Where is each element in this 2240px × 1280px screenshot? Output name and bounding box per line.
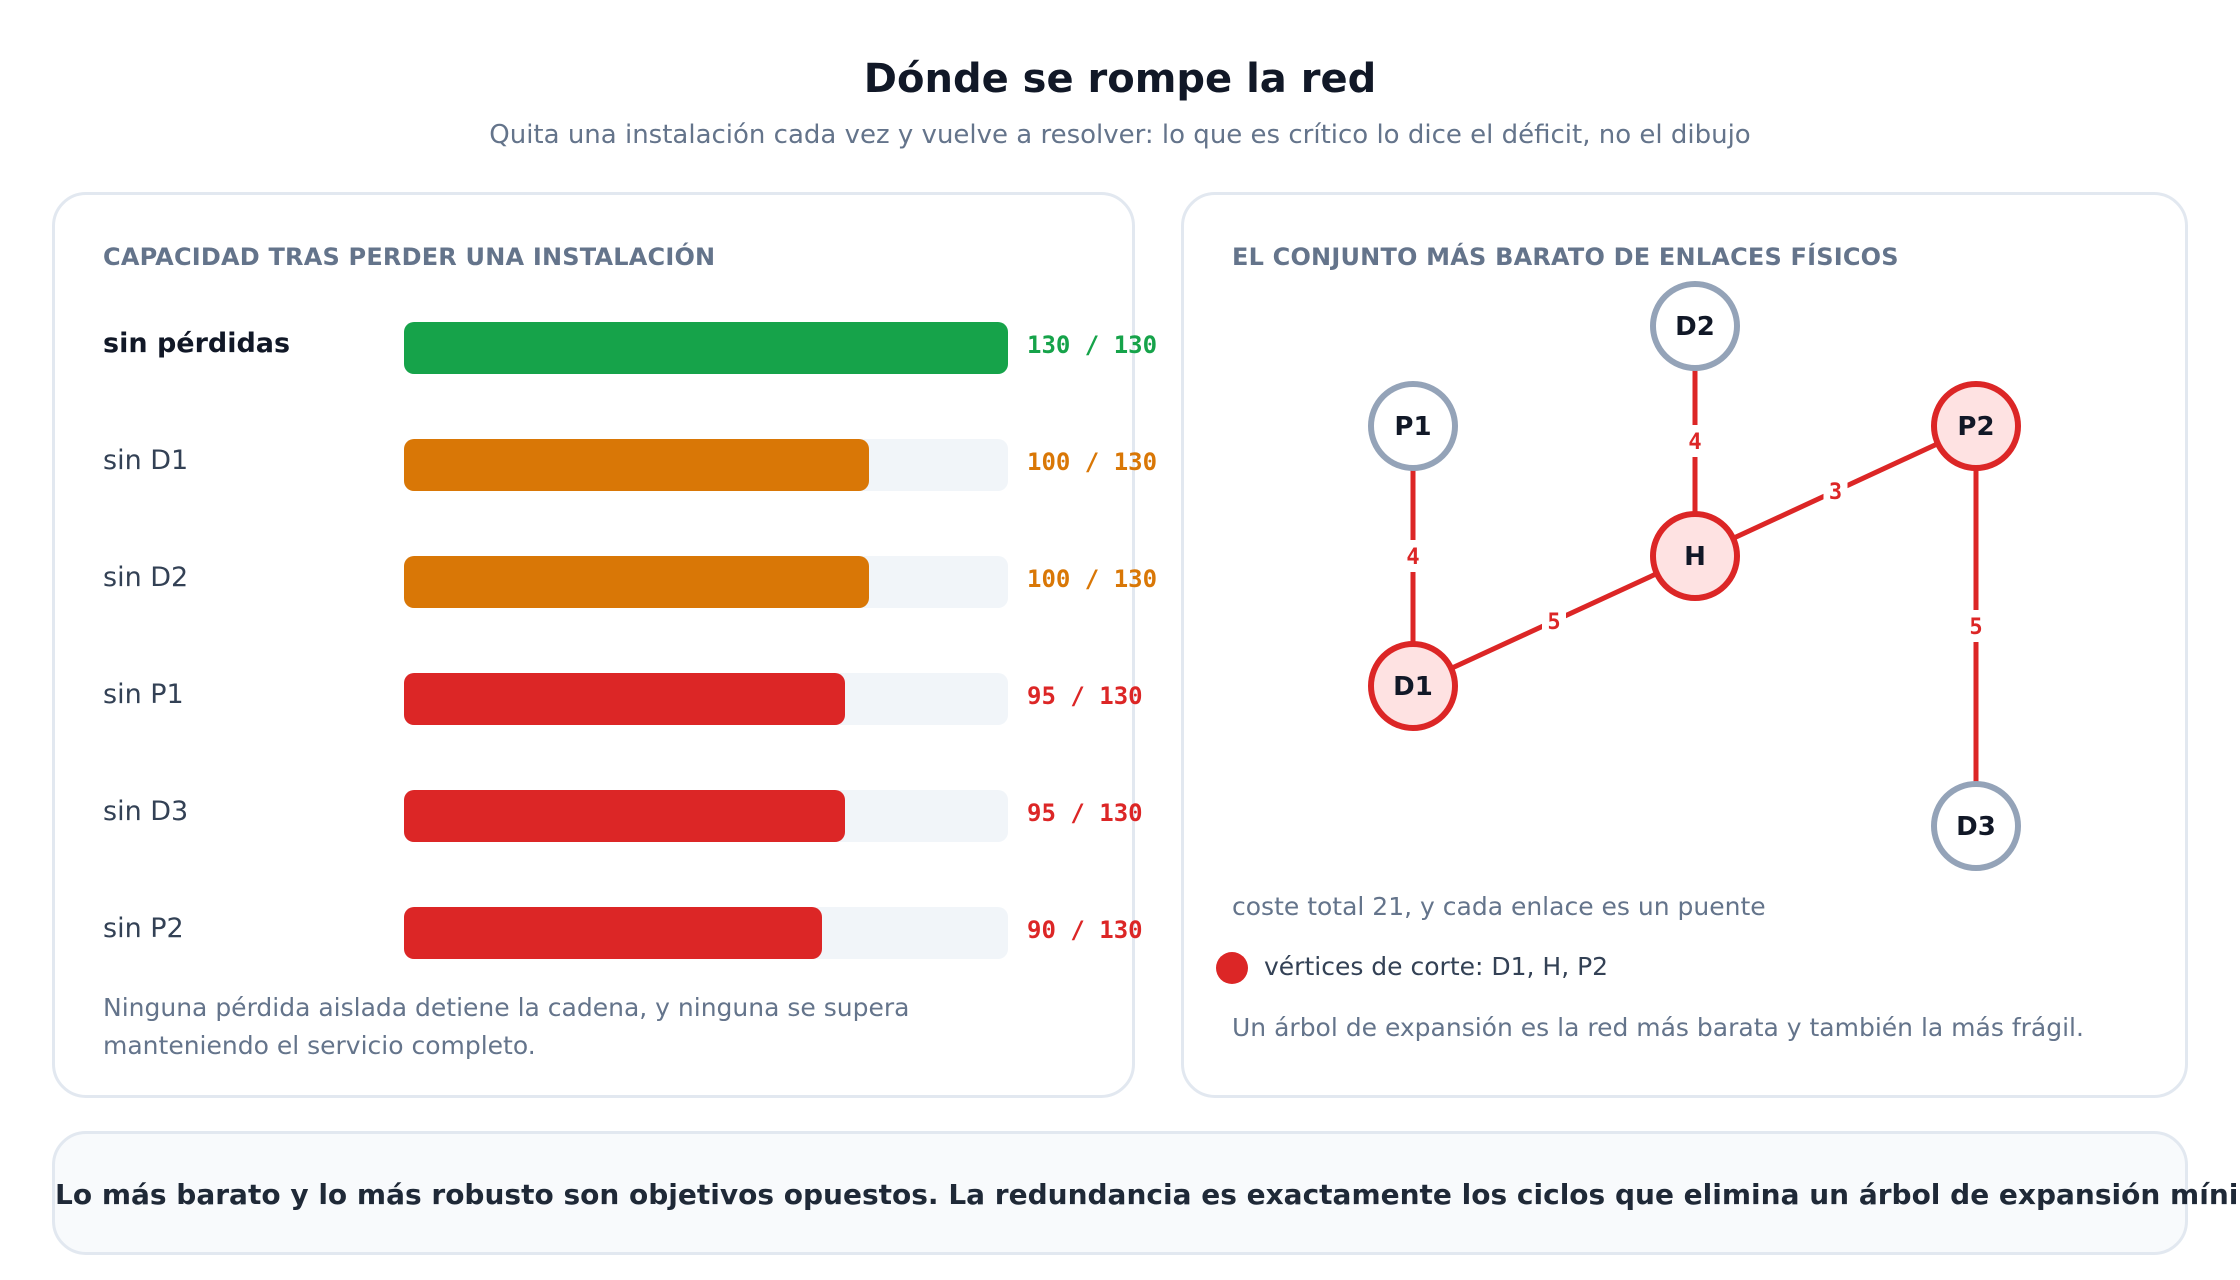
bar (404, 907, 823, 959)
bar (404, 556, 869, 608)
node-label: D2 (1675, 312, 1715, 342)
node-D1 (1368, 641, 1458, 731)
capacity-card: CAPACIDAD TRAS PERDER UNA INSTALACIÓN si… (52, 192, 1157, 1098)
edge-label-bg (1964, 610, 1988, 642)
bar-track (404, 673, 1008, 725)
node-label: P2 (1957, 412, 1994, 442)
bar-row: sin pérdidas 130 / 130 (55, 322, 1157, 374)
bar (404, 673, 846, 725)
capacity-note: Ninguna pérdida aislada detiene la caden… (103, 993, 910, 1060)
bar-row: sin D1 100 / 130 (55, 439, 1157, 491)
edge-weight-label: 3 (1829, 480, 1842, 505)
edge-label-bg (1542, 605, 1566, 637)
bar-track (404, 790, 1008, 842)
network-card-heading: EL CONJUNTO MÁS BARATO DE ENLACES FÍSICO… (1232, 243, 1899, 271)
bar-label: sin D2 (103, 562, 189, 593)
bar-label: sin P2 (103, 913, 184, 944)
node-H (1650, 511, 1740, 601)
node-label: D3 (1956, 812, 1996, 842)
edge-weight-label: 4 (1406, 545, 1419, 570)
node-P1 (1368, 381, 1458, 471)
bar-track (404, 322, 1008, 374)
bar-label: sin P1 (103, 679, 184, 710)
total-cost-text: coste total 21, y cada enlace es un puen… (1232, 892, 1766, 921)
bar-track (404, 439, 1008, 491)
bar-value-label: 100 / 130 (1027, 565, 1158, 593)
bar-row: sin P1 95 / 130 (55, 673, 1143, 725)
page-subtitle: Quita una instalación cada vez y vuelve … (489, 120, 1751, 150)
bar-label: sin D1 (103, 445, 189, 476)
network-card: EL CONJUNTO MÁS BARATO DE ENLACES FÍSICO… (1181, 192, 2188, 1098)
edge-weight-label: 5 (1547, 610, 1560, 635)
edge-label-bg (1683, 425, 1707, 457)
network-note: Un árbol de expansión es la red más bara… (1232, 1013, 2084, 1042)
cut-vertex-legend-text: vértices de corte: D1, H, P2 (1264, 952, 1609, 981)
cut-vertex-legend-dot (1216, 952, 1248, 984)
bar-row: sin P2 90 / 130 (55, 907, 1143, 959)
bar-track (404, 907, 1008, 959)
capacity-card-heading: CAPACIDAD TRAS PERDER UNA INSTALACIÓN (103, 243, 716, 271)
node-label: P1 (1394, 412, 1431, 442)
node-P2 (1931, 381, 2021, 471)
node-label: D1 (1393, 672, 1433, 702)
bar (404, 322, 1008, 374)
edge-weight-label: 5 (1969, 615, 1982, 640)
node-label: H (1684, 542, 1706, 572)
edge-weight-label: 4 (1688, 430, 1701, 455)
bar-row: sin D2 100 / 130 (55, 556, 1157, 608)
node-D3 (1931, 781, 2021, 871)
takeaway-text: Lo más barato y lo más robusto son objet… (55, 1178, 2240, 1211)
bar-value-label: 90 / 130 (1027, 916, 1143, 944)
bar (404, 439, 869, 491)
bar-track (404, 556, 1008, 608)
bar-value-label: 95 / 130 (1027, 799, 1143, 827)
bar (404, 790, 846, 842)
network-graph: 4 4 3 5 5 P1 D2 P2 H D1 D3 (1368, 281, 2021, 871)
edge-label-bg (1401, 540, 1425, 572)
bar-value-label: 130 / 130 (1027, 331, 1158, 359)
bar-value-label: 100 / 130 (1027, 448, 1158, 476)
takeaway-box: Lo más barato y lo más robusto son objet… (52, 1131, 2240, 1255)
page-title: Dónde se rompe la red (863, 56, 1377, 102)
bar-value-label: 95 / 130 (1027, 682, 1143, 710)
edge-label-bg (1823, 475, 1848, 507)
bar-label: sin D3 (103, 796, 189, 827)
bar-row: sin D3 95 / 130 (55, 790, 1143, 842)
node-D2 (1650, 281, 1740, 371)
bar-label: sin pérdidas (103, 328, 291, 359)
